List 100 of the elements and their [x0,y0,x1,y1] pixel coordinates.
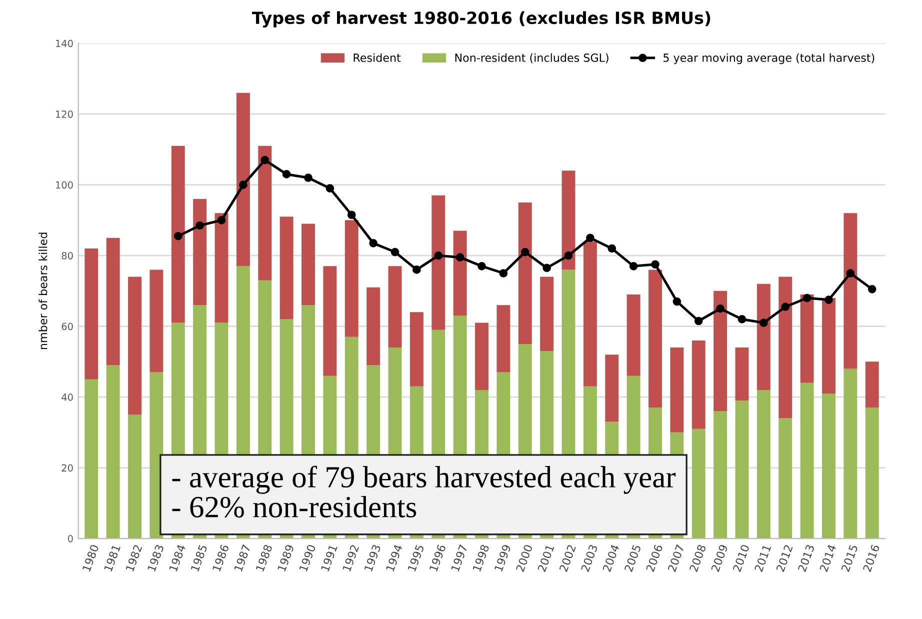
x-tick-label: 2011 [754,544,772,572]
x-tick-label: 2007 [668,544,684,572]
point [846,269,855,278]
bar [84,248,98,380]
bar [150,270,164,372]
bar [822,298,836,394]
x-tick-label: 1993 [364,544,381,572]
point [456,253,464,262]
point [347,210,356,220]
bar [735,348,749,401]
x-tick-label: 1991 [320,544,338,572]
bar [236,92,250,266]
bar [865,408,879,539]
bar [258,146,272,280]
x-tick-label: 2013 [798,544,815,572]
point [282,170,291,178]
y-tick-label: 80 [62,252,73,260]
x-tick-label: 2015 [840,544,858,572]
bar [518,202,532,344]
x-tick-label: 2009 [710,544,728,572]
x-tick-label: 1996 [429,544,446,572]
bar [583,241,597,386]
x-tick-label: 1994 [386,544,403,572]
x-tick-label: 2004 [602,544,620,572]
point [217,216,226,224]
point [499,269,508,278]
bar [822,394,836,539]
bar [562,170,576,270]
bar [106,238,120,366]
bar [496,305,510,372]
point [174,232,182,240]
x-tick-label: 1990 [298,544,316,572]
x-tick-label: 2000 [516,544,533,572]
x-tick-label: 2010 [732,544,750,572]
x-tick-label: 2001 [537,544,554,572]
bar [865,362,879,408]
point [694,316,703,326]
point [672,297,682,306]
bar [214,213,228,323]
point [196,221,204,230]
bar [714,411,728,539]
y-axis-title: nmber of bears killed [38,232,48,350]
point [564,251,573,260]
bar [778,276,792,418]
x-tick-label: 2002 [559,544,576,572]
point [434,251,443,260]
x-tick-label: 1998 [472,544,490,572]
bar [366,287,380,366]
y-tick-label: 0 [68,535,73,542]
x-tick-label: 1988 [256,544,272,572]
point [542,264,551,272]
legend-label: Non-resident (includes SGL) [455,53,608,64]
point [520,248,530,256]
bar [844,213,858,369]
x-tick-label: 2014 [819,544,836,572]
bar [670,348,684,432]
x-tick-label: 2005 [624,544,642,572]
x-tick-label: 2012 [776,544,793,572]
x-tick-label: 1989 [277,544,294,572]
bar [648,270,662,408]
bar [171,146,185,323]
x-tick-label: 2008 [689,544,706,572]
bar [692,340,706,429]
y-tick-label: 20 [62,464,73,472]
x-tick-label: 1997 [450,544,468,572]
point [369,239,378,248]
point [802,294,812,302]
x-tick-label: 1987 [234,544,251,572]
bar [800,382,814,539]
point [304,174,312,182]
chart-title: Types of harvest 1980-2016 (excludes ISR BMUs) [252,11,710,28]
x-tick-label: 1986 [212,544,230,572]
x-tick-label: 1981 [104,544,121,572]
bar [735,400,749,539]
x-tick-label: 1980 [82,544,99,572]
y-tick-label: 60 [62,322,73,330]
point [239,180,248,189]
bar [128,276,142,415]
bar [844,368,858,539]
bar [432,195,446,330]
bar [302,224,315,306]
point [412,266,421,274]
bar [84,379,98,539]
y-tick-label: 140 [56,40,73,48]
bar [323,266,337,376]
point [716,304,724,313]
bar [128,414,142,539]
bar [280,216,294,320]
x-tick-label: 1984 [168,544,186,572]
bar [756,284,770,390]
point [868,284,876,294]
bar [756,390,770,539]
point [608,244,616,253]
bar [778,418,792,539]
x-tick-label: 2006 [646,544,663,572]
point [326,184,334,193]
x-tick-label: 2003 [580,544,598,572]
point [824,296,833,304]
x-tick-label: 2016 [862,544,880,572]
bar [626,294,640,376]
